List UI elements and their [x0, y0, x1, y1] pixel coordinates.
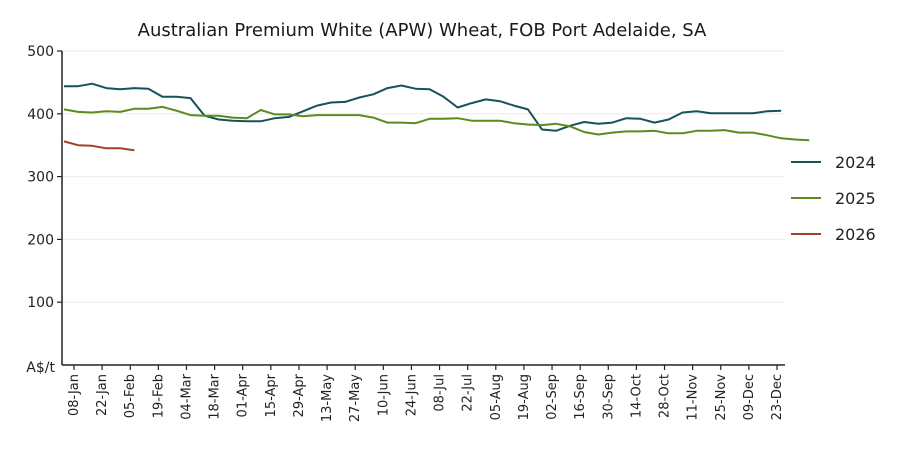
x-tick-label: 23-Dec [770, 374, 785, 420]
x-tick-label: 25-Nov [714, 374, 729, 421]
x-tick-label: 19-Aug [517, 374, 532, 420]
x-tick-label: 02-Sep [545, 374, 560, 420]
y-unit-label: A$/t [26, 360, 55, 376]
y-tick-label: 500 [27, 44, 54, 60]
x-tick-label: 05-Aug [489, 374, 504, 420]
x-tick-label: 19-Feb [151, 374, 166, 418]
y-tick-label: 100 [27, 295, 54, 311]
x-tick-label: 08-Jan [67, 374, 82, 416]
grid-lines [62, 50, 785, 303]
x-tick-label: 16-Sep [573, 374, 588, 420]
series-lines [63, 82, 810, 152]
chart-title: Australian Premium White (APW) Wheat, FO… [138, 20, 707, 41]
legend-label-2025: 2025 [835, 189, 876, 208]
x-tick-label: 27-May [348, 374, 363, 422]
legend-label-2026: 2026 [835, 225, 876, 244]
series-line-2026 [63, 140, 135, 152]
x-tick-label: 08-Jul [433, 374, 448, 412]
x-tick-label: 10-Jun [376, 374, 391, 416]
series-line-2025 [63, 105, 810, 142]
x-tick-label: 11-Nov [686, 374, 701, 421]
x-tick-label: 15-Apr [264, 373, 279, 417]
x-tick-label: 14-Oct [629, 374, 644, 418]
x-tick-label: 18-Mar [208, 373, 223, 419]
x-tick-label: 04-Mar [179, 373, 194, 419]
legend-label-2024: 2024 [835, 153, 876, 172]
x-ticks: 08-Jan 22-Jan 05-Feb 19-Feb 04-Mar 18-Mar 01-A… [67, 365, 785, 422]
y-tick-label: 200 [27, 232, 54, 248]
x-tick-label: 09-Dec [742, 374, 757, 420]
x-tick-label: 24-Jun [404, 374, 419, 416]
x-tick-label: 13-May [320, 374, 335, 422]
y-tick-label: 300 [27, 170, 54, 186]
legend: 2024 2025 2026 [791, 153, 876, 244]
y-ticks: 100 200 300 400 500 [27, 44, 62, 311]
series-line-2024 [64, 82, 782, 132]
x-tick-label: 01-Apr [236, 373, 251, 417]
y-tick-label: 400 [27, 107, 54, 123]
x-tick-label: 29-Apr [292, 373, 307, 417]
x-tick-label: 30-Sep [601, 374, 616, 420]
x-tick-label: 05-Feb [123, 374, 138, 418]
x-tick-label: 22-Jan [95, 374, 110, 416]
x-tick-label: 28-Oct [658, 374, 673, 418]
x-tick-label: 22-Jul [461, 374, 476, 412]
